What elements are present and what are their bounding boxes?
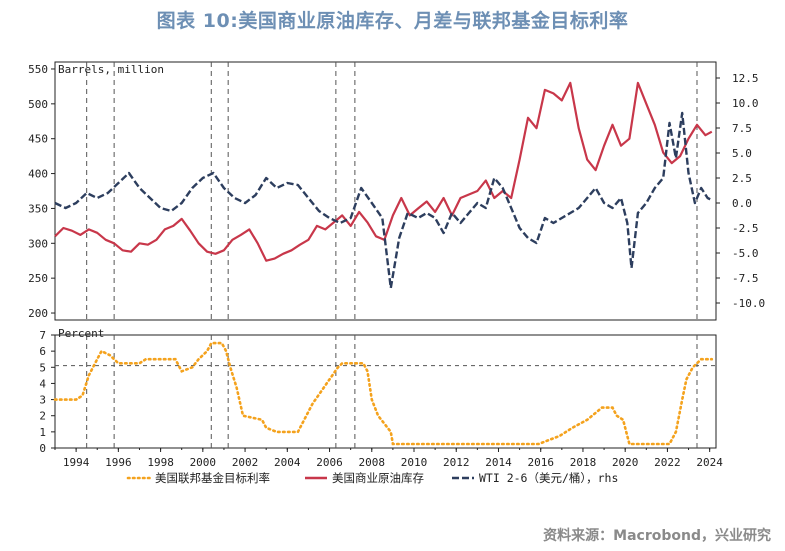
legend-label-1: 美国商业原油库存 xyxy=(332,471,424,485)
x-tick-label: 2024 xyxy=(696,456,723,469)
y-tick-label: 200 xyxy=(28,307,48,320)
x-tick-label: 2008 xyxy=(359,456,386,469)
bottom-panel-frame xyxy=(54,334,717,449)
x-tick-label: 1996 xyxy=(105,456,132,469)
y-tick-label: 550 xyxy=(28,63,48,76)
x-tick-label: 2020 xyxy=(612,456,639,469)
y2-tick-label: -2.5 xyxy=(732,222,759,235)
series-fed-rate xyxy=(53,341,714,446)
x-tick-label: 2018 xyxy=(570,456,597,469)
x-tick-label: 2006 xyxy=(316,456,343,469)
y2-tick-label: -5.0 xyxy=(732,247,759,260)
y2-tick-label: 7.5 xyxy=(732,122,752,135)
y-tick-label: 1 xyxy=(39,426,46,439)
x-tick-label: 2010 xyxy=(401,456,428,469)
y2-tick-label: -10.0 xyxy=(732,297,765,310)
y-tick-label: 350 xyxy=(28,202,48,215)
bottom-ylabel: Percent xyxy=(58,327,104,340)
x-tick-label: 2002 xyxy=(232,456,259,469)
top-panel-frame xyxy=(54,61,717,321)
y2-tick-label: 0.0 xyxy=(732,197,752,210)
y-tick-label: 7 xyxy=(39,329,46,342)
y2-tick-label: 12.5 xyxy=(732,72,759,85)
x-tick-label: 2012 xyxy=(443,456,470,469)
y-tick-label: 450 xyxy=(28,133,48,146)
y-tick-label: 2 xyxy=(39,410,46,423)
x-tick-label: 2014 xyxy=(485,456,512,469)
y2-tick-label: 5.0 xyxy=(732,147,752,160)
y2-tick-label: -7.5 xyxy=(732,272,759,285)
y-tick-label: 250 xyxy=(28,272,48,285)
y-tick-label: 5 xyxy=(39,361,46,374)
x-tick-label: 2004 xyxy=(274,456,301,469)
x-tick-label: 1994 xyxy=(63,456,90,469)
top-ylabel: Barrels, million xyxy=(58,63,164,76)
source-note: 资料来源：Macrobond，兴业研究 xyxy=(543,528,771,544)
y-tick-label: 400 xyxy=(28,168,48,181)
y-tick-label: 300 xyxy=(28,237,48,250)
legend-label-2: WTI 2-6（美元/桶），rhs xyxy=(479,471,618,485)
x-tick-label: 2016 xyxy=(527,456,554,469)
x-tick-label: 2022 xyxy=(654,456,681,469)
y2-tick-label: 10.0 xyxy=(732,97,759,110)
legend-label-0: 美国联邦基金目标利率 xyxy=(155,471,270,485)
x-tick-label: 2000 xyxy=(190,456,217,469)
series-wti-spread xyxy=(54,111,713,290)
chart-title: 图表 10:美国商业原油库存、月差与联邦基金目标利率 xyxy=(156,10,629,32)
y-tick-label: 6 xyxy=(39,345,46,358)
y2-tick-label: 2.5 xyxy=(732,172,752,185)
y-tick-label: 500 xyxy=(28,98,48,111)
y-tick-label: 4 xyxy=(39,377,46,390)
y-tick-label: 0 xyxy=(39,442,46,455)
y-tick-label: 3 xyxy=(39,394,46,407)
x-tick-label: 1998 xyxy=(147,456,174,469)
